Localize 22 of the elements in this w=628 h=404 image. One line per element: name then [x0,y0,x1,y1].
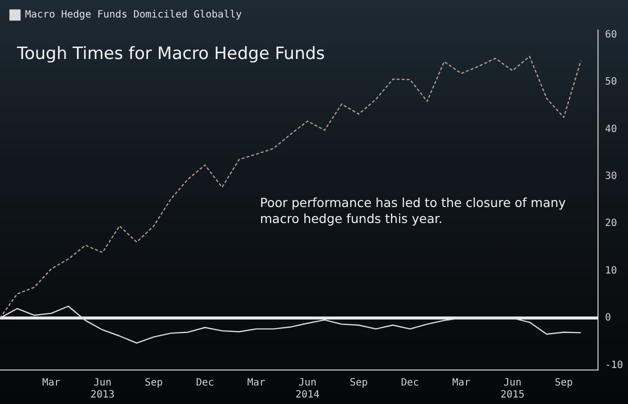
y-tick-label: 30 [604,170,617,182]
x-tick-label: Jun 2014 [295,378,320,401]
x-tick-label: Dec [196,378,214,389]
x-tick-label: Sep [144,378,163,389]
text: Tough Times for Macro Hedge Funds [17,44,325,64]
y-tick-label: 40 [604,124,617,135]
x-tick-label: Mar [247,378,266,389]
x-tick-label: Sep [350,378,368,389]
x-tick-label: Dec [400,378,420,389]
x-tick-label: Sep [554,378,573,389]
y-tick-label: 10 [604,265,617,276]
x-tick-label: Mar [42,378,60,389]
y-tick-label: 60 [604,29,617,40]
x-tick-label: Jun 2013 [90,378,115,401]
y-tick-label: 50 [604,76,617,88]
legend-label: Macro Hedge Funds Domiciled Globally [25,10,242,21]
annotation: Poor performance has led to the closure of many macro hedge funds this year. [260,195,567,227]
y-tick-label: 20 [604,218,617,230]
x-tick-label: Jun 2015 [500,378,525,401]
x-tick-label: Mar [452,378,470,389]
y-tick-label: 0 [604,312,611,324]
y-tick-label: -10 [604,360,623,371]
